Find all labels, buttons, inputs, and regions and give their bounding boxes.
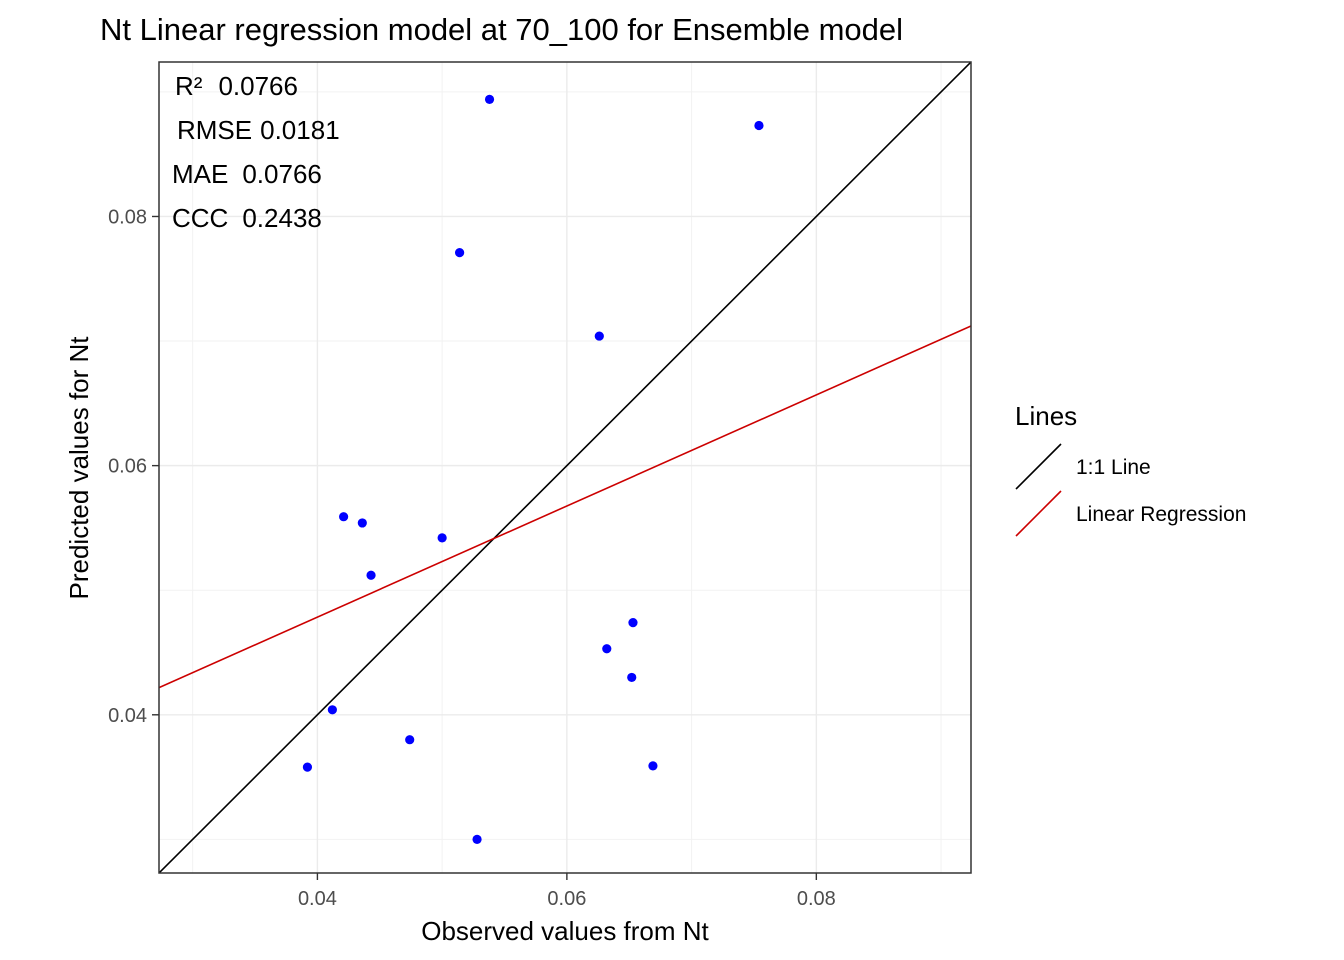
- data-point: [455, 248, 465, 258]
- data-point: [602, 644, 612, 654]
- series-line-linear-regression: [159, 325, 971, 689]
- annotation-label: RMSE: [177, 115, 252, 145]
- annotation-2: RMSE 0.0181: [177, 115, 340, 145]
- annotation-3: MAE 0.0766: [172, 159, 322, 189]
- data-point: [357, 518, 367, 528]
- data-point: [648, 761, 658, 771]
- data-point: [302, 762, 313, 772]
- legend-label: Linear Regression: [1076, 503, 1246, 526]
- annotation-label: MAE: [172, 159, 228, 189]
- data-point: [366, 570, 376, 580]
- data-point: [405, 735, 415, 745]
- panel-border: [158, 61, 972, 874]
- data-point: [472, 834, 482, 844]
- data-point: [327, 705, 337, 715]
- annotation-value: 0.0766: [242, 159, 322, 189]
- y-axis: 0.04 0.06 0.08: [108, 206, 159, 727]
- grid-lines: [159, 62, 971, 873]
- annotation-label: R²: [175, 71, 203, 101]
- y-tick-label: 0.04: [108, 705, 147, 727]
- annotation-label: CCC: [172, 203, 228, 233]
- y-tick-label: 0.08: [108, 206, 147, 228]
- y-axis-title: Predicted values for Nt: [64, 336, 94, 600]
- annotation-4: CCC 0.2438: [172, 203, 322, 233]
- data-point: [484, 94, 495, 104]
- chart-title: Nt Linear regression model at 70_100 for…: [100, 12, 903, 47]
- legend-label: 1:1 Line: [1076, 456, 1151, 479]
- y-tick-label: 0.06: [108, 456, 147, 478]
- x-axis-title: Observed values from Nt: [421, 916, 709, 946]
- x-tick-label: 0.06: [547, 888, 586, 910]
- data-point: [339, 512, 349, 522]
- data-point: [627, 672, 637, 683]
- data-point: [594, 331, 604, 341]
- series-line-1-1-line: [159, 62, 971, 873]
- legend-key: [1015, 443, 1062, 490]
- annotation-value: 0.0181: [260, 115, 340, 145]
- plot-panel: [158, 61, 972, 874]
- annotation-value: 0.2438: [242, 203, 322, 233]
- x-axis: 0.04 0.06 0.08: [298, 873, 836, 910]
- x-tick-label: 0.04: [298, 888, 337, 910]
- metrics-annotations: R² 0.0766 RMSE 0.0181 MAE 0.0766 CCC 0.2438: [172, 71, 340, 233]
- data-point: [754, 120, 764, 131]
- data-point: [437, 533, 447, 543]
- annotation-1: R² 0.0766: [175, 71, 298, 101]
- legend-key: [1015, 490, 1062, 537]
- data-point: [628, 617, 638, 628]
- legend: Lines 1:1 Line Linear Regression: [1015, 401, 1246, 537]
- legend-entries: 1:1 Line Linear Regression: [1015, 443, 1246, 537]
- reference-lines: [159, 62, 971, 873]
- x-tick-label: 0.08: [797, 888, 836, 910]
- legend-title: Lines: [1015, 401, 1077, 431]
- data-points: [302, 94, 764, 844]
- annotation-value: 0.0766: [218, 71, 298, 101]
